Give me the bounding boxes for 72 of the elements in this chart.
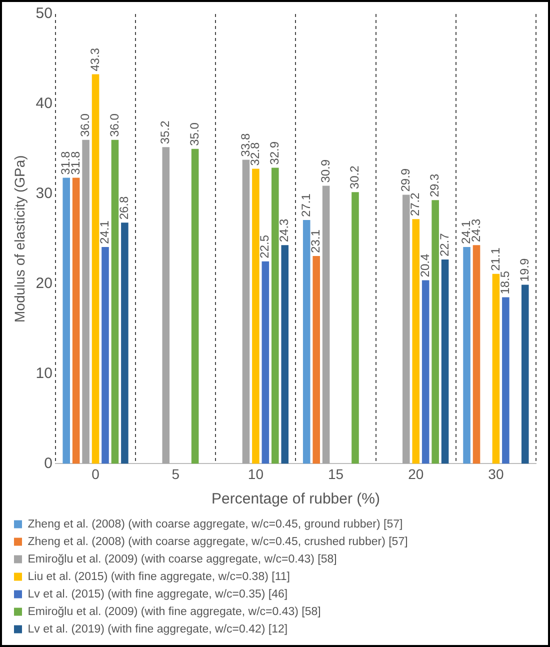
y-tick-label: 40 — [36, 95, 52, 112]
x-tick-label: 30 — [488, 466, 504, 482]
data-label: 19.9 — [517, 258, 532, 282]
x-tick-label: 20 — [408, 466, 424, 482]
data-label: 27.1 — [298, 193, 313, 217]
data-label: 23.1 — [308, 229, 323, 253]
y-tick-label: 50 — [36, 5, 52, 22]
bar — [102, 246, 109, 464]
data-label: 30.2 — [348, 165, 362, 190]
data-label: 29.3 — [428, 173, 442, 198]
bar — [302, 220, 310, 464]
x-tick-label: 10 — [248, 466, 264, 482]
data-label: 18.5 — [498, 270, 512, 294]
data-label: 22.7 — [437, 232, 452, 257]
data-label: 20.4 — [418, 254, 432, 278]
legend-label: Lv et al. (2019) (with fine aggregate, w/c=0.42) [12] — [28, 623, 288, 636]
y-tick-label: 30 — [36, 185, 52, 202]
legend-label: Lv et al. (2015) (with fine aggregate, w/c=0.35) [46] — [28, 588, 288, 600]
data-label: 35.0 — [187, 122, 202, 146]
bar — [502, 297, 510, 464]
legend-label: Liu et al. (2015) (with fine aggregate, w/c=0.38) [11] — [28, 570, 290, 583]
legend-label: Zheng et al. (2008) (with coarse aggregate, w/c=0.45, crushed rubber) [57] — [28, 536, 408, 548]
y-axis-title: Modulus of elasticity (GPa) — [11, 155, 28, 322]
data-label: 30.9 — [318, 159, 332, 183]
bar — [121, 222, 128, 464]
bar — [92, 74, 100, 464]
bar — [312, 256, 320, 464]
data-label: 27.2 — [408, 192, 422, 216]
bar — [82, 140, 90, 464]
data-label: 24.3 — [468, 218, 483, 242]
bar — [72, 178, 80, 464]
bar — [472, 245, 480, 464]
bar — [162, 147, 170, 464]
bar — [252, 168, 260, 464]
bar — [322, 186, 330, 464]
bar — [422, 280, 430, 464]
data-label: 36.0 — [78, 113, 92, 137]
data-label: 35.2 — [158, 120, 172, 144]
x-tick-label: 5 — [172, 466, 180, 482]
legend-label: Zheng et al. (2008) (with coarse aggregate, w/c=0.45, ground rubber) [57] — [28, 518, 403, 530]
bar — [191, 148, 199, 464]
bar — [242, 160, 250, 464]
bar — [521, 284, 529, 464]
legend-label: Emiroğlu et al. (2009) (with coarse aggregate, w/c=0.43) [58] — [28, 553, 337, 566]
bar — [402, 194, 410, 464]
bar — [281, 245, 289, 464]
data-label: 36.0 — [107, 113, 122, 137]
bar — [432, 200, 439, 464]
data-label: 24.1 — [98, 220, 112, 244]
bar — [272, 168, 279, 464]
x-axis-title: Percentage of rubber (%) — [212, 490, 380, 508]
x-tick-label: 15 — [328, 466, 344, 482]
data-label: 32.8 — [248, 142, 262, 166]
data-label: 43.3 — [88, 48, 102, 72]
bar — [441, 260, 449, 464]
bar — [463, 246, 470, 464]
data-label: 21.1 — [488, 247, 502, 271]
data-label: 24.3 — [277, 218, 292, 242]
bar — [62, 178, 70, 464]
data-label: 26.8 — [117, 196, 132, 220]
legend-label: Emiroğlu et al. (2009) (with fine aggregate, w/c=0.43) [58] — [28, 606, 321, 618]
bar — [111, 140, 119, 464]
data-label: 29.9 — [398, 168, 412, 192]
bar — [262, 261, 270, 464]
y-tick-label: 10 — [36, 364, 52, 382]
x-tick-label: 0 — [92, 466, 100, 482]
bar — [352, 192, 359, 464]
y-tick-label: 20 — [36, 274, 52, 292]
bar — [492, 274, 500, 464]
data-label: 22.5 — [258, 234, 272, 258]
bar — [412, 219, 420, 464]
data-label: 32.9 — [267, 141, 282, 165]
